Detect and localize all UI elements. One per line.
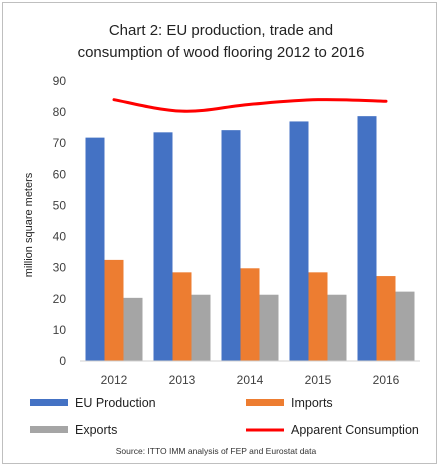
legend-swatch: [30, 426, 68, 433]
y-tick-label: 80: [53, 105, 67, 119]
bar-exports-2015: [327, 294, 347, 361]
bar-exports-2014: [259, 294, 279, 361]
y-tick-label: 30: [53, 261, 67, 275]
bar-imports-2013: [172, 272, 192, 361]
y-tick-label: 0: [59, 354, 66, 368]
legend-swatch: [246, 399, 284, 406]
y-tick-label: 20: [53, 292, 67, 306]
y-tick-label: 70: [53, 136, 67, 150]
legend-label: EU Production: [75, 396, 156, 410]
line-apparent-consumption: [112, 98, 388, 113]
x-tick-label: 2013: [169, 373, 196, 387]
bar-eu-production-2016: [357, 116, 377, 362]
bar-imports-2012: [104, 259, 124, 361]
legend-label: Imports: [291, 396, 333, 410]
legend-label: Apparent Consumption: [291, 423, 419, 437]
y-tick-label: 40: [53, 230, 67, 244]
bar-imports-2015: [308, 272, 328, 361]
x-tick-label: 2016: [373, 373, 400, 387]
y-tick-label: 10: [53, 323, 67, 337]
legend-item-exports: Exports: [30, 423, 117, 437]
y-tick-label: 60: [53, 167, 67, 181]
source-note: Source: ITTO IMM analysis of FEP and Eur…: [116, 446, 317, 456]
bar-eu-production-2014: [221, 130, 241, 361]
x-tick-label: 2015: [305, 373, 332, 387]
legend-item-imports: Imports: [246, 396, 333, 410]
chart-title-line-2: consumption of wood flooring 2012 to 201…: [78, 44, 365, 61]
y-tick-label: 90: [53, 74, 67, 88]
bar-imports-2014: [240, 268, 260, 361]
y-axis-label: million square meters: [23, 172, 35, 277]
bar-exports-2013: [191, 294, 211, 361]
y-tick-label: 50: [53, 198, 67, 212]
bar-exports-2016: [395, 291, 415, 361]
chart-title-line-1: Chart 2: EU production, trade and: [109, 22, 333, 39]
bar-imports-2016: [376, 276, 396, 361]
bar-eu-production-2012: [85, 137, 105, 361]
x-tick-label: 2014: [237, 373, 264, 387]
bar-eu-production-2013: [153, 132, 173, 361]
legend-label: Exports: [75, 423, 117, 437]
legend-item-eu-production: EU Production: [30, 396, 156, 410]
bar-eu-production-2015: [289, 121, 309, 361]
x-tick-label: 2012: [101, 373, 128, 387]
legend-swatch: [30, 399, 68, 406]
legend-item-apparent-consumption: Apparent Consumption: [246, 423, 419, 437]
bar-exports-2012: [123, 297, 143, 361]
